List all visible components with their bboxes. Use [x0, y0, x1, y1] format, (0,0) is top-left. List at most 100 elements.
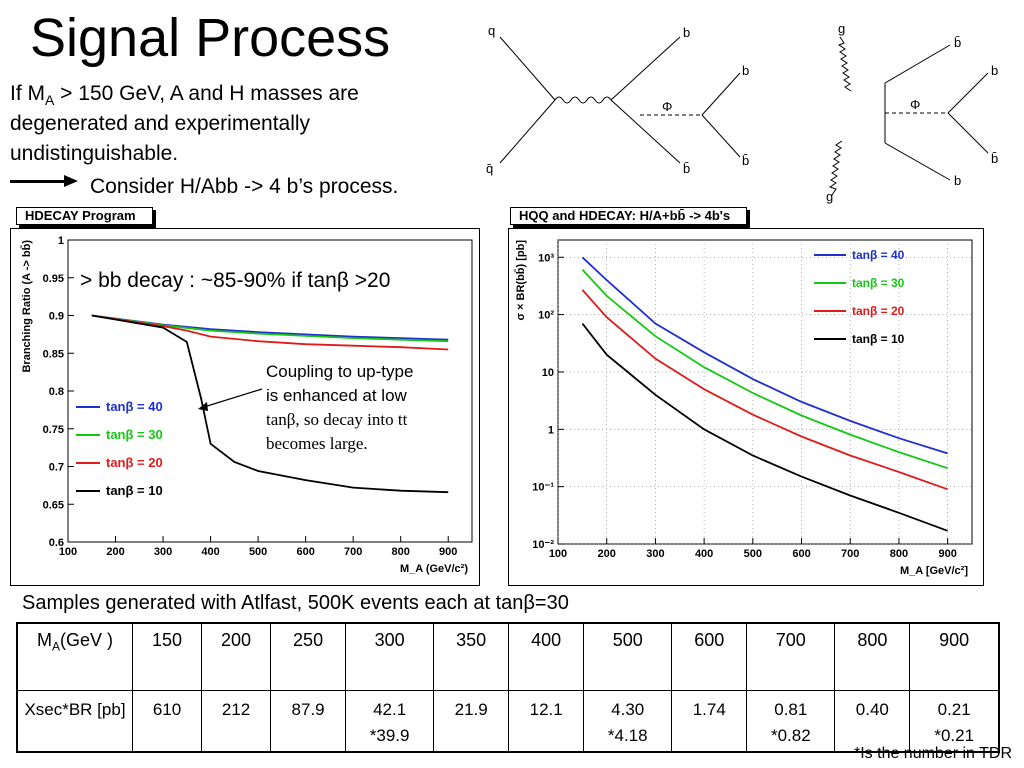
decay-b-line	[701, 72, 741, 116]
x-tick-label: 100	[59, 546, 77, 558]
x-axis-title: M_A (GeV/c²)	[400, 563, 468, 575]
mass-cell: 300	[345, 622, 435, 691]
y-axis-title: σ × BR(bb̄) [pb]	[515, 240, 527, 321]
x-tick-label: 600	[296, 546, 314, 558]
y-tick-label: 0.85	[43, 348, 64, 360]
x-tick-label: 900	[938, 548, 956, 560]
decay-b-line-2	[947, 72, 989, 114]
legend-label: tanβ = 30	[106, 427, 163, 442]
feynman-diagram-gg	[828, 36, 989, 196]
xsec-cell: 4.30 *4.18	[583, 690, 673, 753]
x-tick-label: 500	[744, 548, 762, 560]
label-bbar: b̄	[683, 161, 690, 176]
y-tick-label: 0.75	[43, 424, 64, 436]
coupling-line-2: is enhanced at low	[266, 386, 407, 405]
xsec-cell: 0.40	[834, 690, 911, 753]
x-tick-label: 200	[598, 548, 616, 560]
legend-label: tanβ = 20	[106, 455, 163, 470]
intro-line-3: undistinguishable.	[10, 142, 179, 165]
xsec-cell: 610	[131, 690, 203, 753]
x-tick-label: 600	[792, 548, 810, 560]
y-tick-label: 1	[548, 424, 554, 436]
right-chart-frame	[508, 228, 984, 586]
xsec-header-cell: Xsec*BR [pb]	[16, 690, 133, 753]
arrow-head-icon	[64, 175, 78, 187]
decay-bbar-line	[701, 114, 741, 158]
x-axis-title: M_A [GeV/c²]	[900, 565, 968, 577]
y-tick-label: 10⁻¹	[532, 482, 554, 494]
antiquark-line	[499, 99, 556, 164]
cross-section-chart: 100 200 300 400 500 600 700 800 900 10⁻² 10⁻¹ 1 10 10…	[515, 239, 973, 577]
tdr-footnote: *Is the number in TDR	[854, 745, 1012, 762]
feynman-diagrams: q q̄ b b̄ Φ b b̄ g g b̄ b Φ b b̄	[486, 21, 998, 204]
y-tick-label: 10³	[538, 252, 554, 264]
x-tick-label: 800	[890, 548, 908, 560]
coupling-line-1: Coupling to up-type	[266, 362, 414, 381]
legend-label: tanβ = 20	[852, 304, 905, 318]
quark-line	[499, 36, 556, 101]
series-line	[581, 256, 948, 455]
gluon-bottom-line	[828, 140, 843, 196]
b-line	[610, 36, 681, 101]
x-tick-label: 900	[439, 546, 457, 558]
legend-label: tanβ = 40	[852, 248, 905, 262]
series-line	[91, 314, 449, 351]
decay-bbar-line-2	[947, 112, 989, 154]
x-tick-label: 700	[344, 546, 362, 558]
b-out-line	[884, 142, 951, 181]
consider-text: Consider H/Abb -> 4 b’s process.	[90, 175, 399, 198]
branching-ratio-chart: 100 200 300 400 500 600 700 800 900 0.6 0.65 0.7 0.7…	[21, 235, 473, 575]
mass-cell: 250	[270, 622, 347, 691]
results-table: MA(GeV ) 150 200 250 300 350 400 500 600 700 800 9…	[16, 622, 1000, 753]
mass-cell: 500	[583, 622, 673, 691]
table-row-masses: MA(GeV ) 150 200 250 300 350 400 500 600 700 800 9…	[16, 622, 1000, 691]
xsec-cell: 0.81 *0.82	[746, 690, 836, 753]
hdecay-program-label: HDECAY Program	[16, 207, 153, 225]
x-tick-label: 300	[646, 548, 664, 560]
gluon-top-line	[837, 36, 852, 92]
mass-cell: 800	[834, 622, 911, 691]
xsec-cell: 212	[201, 690, 272, 753]
x-tick-label: 400	[201, 546, 219, 558]
x-tick-label: 200	[106, 546, 124, 558]
mass-cell: 600	[671, 622, 748, 691]
y-tick-label: 0.9	[49, 311, 64, 323]
intro-line-1: If MA > 150 GeV, A and H masses are	[10, 82, 359, 109]
table-row-xsec: Xsec*BR [pb] 610 212 87.9 42.1 *39.9 21.9 12.1…	[16, 690, 1000, 753]
gluon-line	[554, 96, 612, 104]
arrow-icon	[10, 180, 65, 183]
x-tick-label: 700	[841, 548, 859, 560]
coupling-line-3: tanβ, so decay into tt	[266, 410, 408, 429]
xsec-cell: 87.9	[270, 690, 347, 753]
intro-line-2: degenerated and experimentally	[10, 112, 311, 135]
label-decay-bbar-2: b̄	[991, 151, 998, 166]
x-tick-label: 100	[549, 548, 567, 560]
legend-label: tanβ = 30	[852, 276, 905, 290]
label-qbar: q̄	[486, 161, 493, 176]
x-tick-label: 400	[695, 548, 713, 560]
y-tick-label: 0.7	[49, 462, 64, 474]
samples-text: Samples generated with Atlfast, 500K eve…	[22, 592, 569, 614]
mass-cell: 150	[131, 622, 203, 691]
y-tick-label: 0.65	[43, 499, 64, 511]
y-axis-title: Branching Ratio (A -> bb̄)	[21, 240, 33, 373]
mass-header-cell: MA(GeV )	[16, 622, 133, 691]
label-b: b	[683, 25, 690, 40]
hqq-hdecay-label: HQQ and HDECAY: H/A+bb̄ -> 4b's	[510, 207, 748, 225]
y-tick-label: 10⁻²	[532, 539, 554, 551]
series-line	[581, 289, 948, 491]
label-decay-b-2: b	[991, 63, 998, 78]
series-line	[91, 314, 449, 343]
feynman-diagram-qq	[499, 36, 741, 164]
mass-cell: 200	[201, 622, 272, 691]
bbar-line	[610, 99, 681, 164]
mass-cell: 900	[909, 622, 1000, 691]
label-decay-bbar: b̄	[742, 153, 749, 168]
y-tick-label: 0.95	[43, 273, 64, 285]
legend-label: tanβ = 40	[106, 399, 163, 414]
coupling-arrow-icon	[198, 388, 263, 411]
y-tick-label: 10	[542, 367, 554, 379]
y-tick-label: 1	[58, 235, 64, 247]
label-g-bottom: g	[826, 189, 833, 204]
label-decay-b: b	[742, 63, 749, 78]
